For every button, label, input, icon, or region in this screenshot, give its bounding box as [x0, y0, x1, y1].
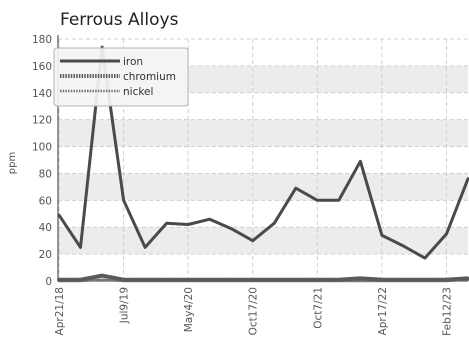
x-tick-label: Feb12/23: [441, 287, 453, 336]
y-tick-label: 180: [32, 34, 52, 46]
x-tick-label: Apr21/18: [54, 287, 66, 335]
legend-label-chromium: chromium: [123, 71, 176, 83]
y-tick-label: 100: [32, 142, 52, 154]
series-line-chromium: [57, 273, 469, 282]
x-tick-label: Apr17/22: [377, 287, 389, 335]
y-tick-label: 80: [39, 168, 52, 180]
y-tick-label: 0: [45, 276, 52, 288]
series-line-iron: [57, 45, 469, 260]
grid-lines: [58, 38, 468, 281]
grid-band: [58, 119, 468, 147]
y-tick-label: 160: [32, 61, 52, 73]
y-tick-label: 20: [39, 249, 52, 261]
x-tick-label: Jul9/19: [119, 287, 131, 324]
grid-band: [58, 173, 468, 201]
y-tick-label: 60: [39, 195, 52, 207]
x-tick-labels: Apr21/18 Jul9/19 May4/20 Oct17/20 Oct7/21 Apr…: [54, 287, 453, 336]
y-tick-label: 120: [32, 115, 52, 127]
y-axis-label: ppm: [7, 152, 18, 174]
legend: iron chromium nickel: [53, 47, 189, 107]
legend-label-nickel: nickel: [123, 86, 153, 98]
y-tick-label: 140: [32, 88, 52, 100]
x-tick-label: Oct17/20: [248, 287, 260, 335]
legend-label-iron: iron: [123, 56, 143, 68]
y-tick-label: 40: [39, 222, 52, 234]
x-tick-label: Oct7/21: [312, 287, 324, 329]
chart-title: Ferrous Alloys: [60, 10, 179, 30]
y-tick-labels: 0 20 40 60 80 100 120 140 160 180: [32, 34, 52, 288]
series-lines: [57, 45, 469, 283]
x-tick-label: May4/20: [183, 287, 195, 332]
